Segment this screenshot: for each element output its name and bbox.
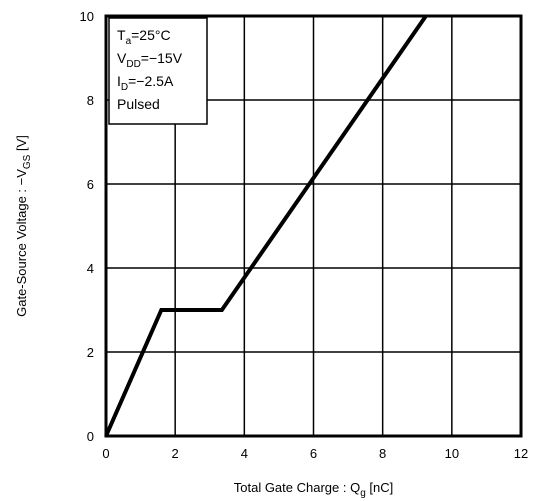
x-tick-label: 6 [310,446,317,461]
y-tick-labels: 0 2 4 6 8 10 [80,9,94,444]
conditions-legend: Ta=25°C VDD=−15V ID=−2.5A Pulsed [108,17,208,125]
legend-condition: Pulsed [117,96,160,112]
y-axis-label-suffix: [V] [14,135,29,155]
legend-condition: VDD=−15V [117,50,183,70]
series-layer [104,14,428,437]
y-tick-label: 0 [87,429,94,444]
y-tick-label: 2 [87,345,94,360]
x-tick-label: 2 [172,446,179,461]
y-tick-label: 4 [87,261,94,276]
y-tick-label: 6 [87,177,94,192]
x-tick-labels: 0 2 4 6 8 10 12 [102,446,528,461]
y-tick-label: 8 [87,93,94,108]
plot-frame [104,14,523,438]
x-axis-label: Total Gate Charge : Qg [nC] [234,480,393,499]
x-axis-label-main: Total Gate Charge : Q [234,480,360,495]
x-tick-label: 8 [379,446,386,461]
x-axis-label-sub: g [360,488,366,499]
y-axis-label-main: Gate-Source Voltage : −V [14,169,29,317]
x-axis-label-suffix: [nC] [366,480,393,495]
x-tick-label: 4 [241,446,248,461]
y-axis-label-sub: GS [22,154,33,169]
legend-box [108,17,208,125]
legend-condition: ID=−2.5A [117,73,174,93]
x-tick-label: 0 [102,446,109,461]
legend-condition: Ta=25°C [117,27,171,47]
x-tick-label: 10 [445,446,459,461]
x-tick-label: 12 [514,446,528,461]
series-line [104,14,428,437]
y-axis-label: Gate-Source Voltage : −VGS [V] [14,135,33,317]
y-tick-label: 10 [80,9,94,24]
